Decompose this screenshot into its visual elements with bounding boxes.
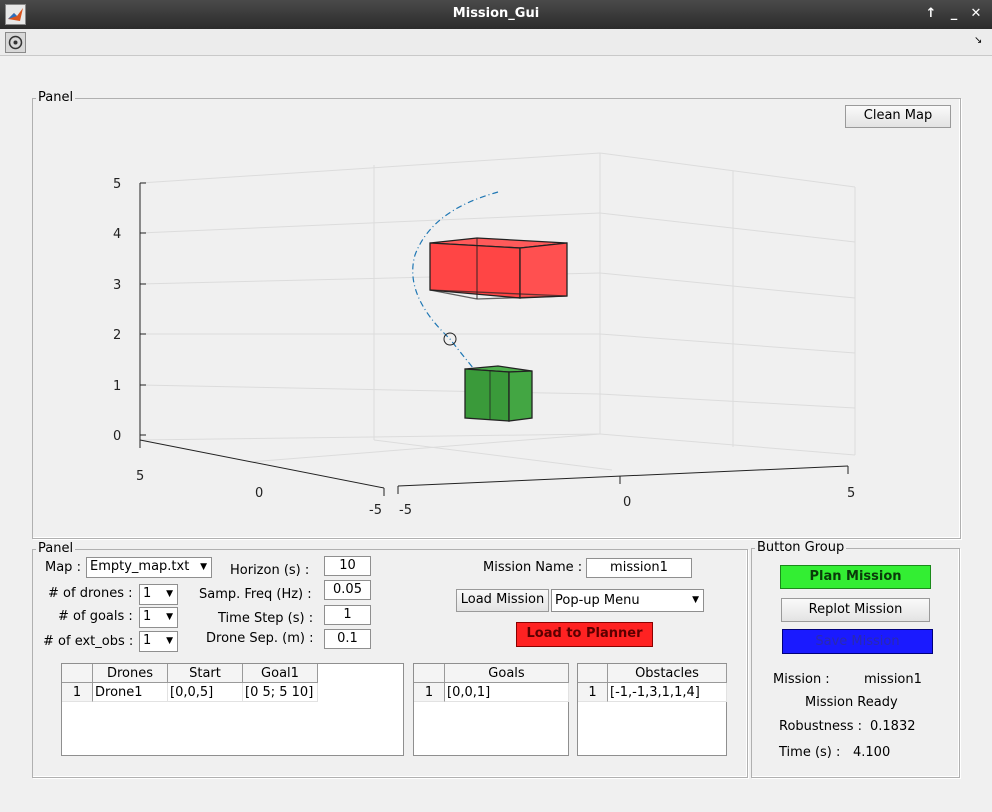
chevron-down-icon: ▼ bbox=[200, 562, 207, 572]
table-header[interactable]: Start bbox=[168, 664, 243, 683]
table-cell[interactable]: [0,0,1] bbox=[445, 683, 569, 702]
matlab-icon bbox=[5, 4, 26, 25]
x-axis bbox=[397, 465, 849, 487]
table-corner bbox=[62, 664, 93, 683]
load-mission-button[interactable]: Load Mission bbox=[456, 589, 549, 612]
table-cell[interactable]: [0 5; 5 10] bbox=[243, 683, 318, 702]
mission-3d-plot[interactable]: 5 4 3 2 1 0 5 0 -5 -5 0 5 bbox=[33, 130, 960, 530]
minimize-icon[interactable]: _ bbox=[950, 6, 958, 21]
table-header[interactable]: Drones bbox=[93, 664, 168, 683]
config-panel-title: Panel bbox=[36, 541, 76, 556]
map-label: Map : bbox=[45, 560, 81, 575]
mission-status: Mission Ready bbox=[805, 695, 898, 710]
table-cell[interactable]: Drone1 bbox=[93, 683, 168, 702]
table-cell[interactable]: [-1,-1,3,1,1,4] bbox=[608, 683, 727, 702]
rotate-3d-icon[interactable] bbox=[5, 32, 26, 53]
goals-table[interactable]: Goals 1 [0,0,1] bbox=[413, 663, 569, 756]
button-group-title: Button Group bbox=[755, 540, 847, 555]
mission-value: mission1 bbox=[864, 672, 922, 687]
row-index: 1 bbox=[578, 683, 608, 702]
time-label: Time (s) : bbox=[779, 745, 841, 760]
save-mission-button[interactable]: Save Mission bbox=[782, 629, 933, 654]
table-header[interactable]: Goal1 bbox=[243, 664, 318, 683]
window-title: Mission_Gui bbox=[452, 6, 540, 21]
axes-panel bbox=[32, 98, 961, 539]
z-tick-label: 2 bbox=[113, 328, 121, 343]
mission-label: Mission : bbox=[773, 672, 830, 687]
axes-panel-title: Panel bbox=[36, 90, 76, 105]
time-step-field[interactable]: 1 bbox=[324, 605, 371, 625]
table-corner bbox=[578, 664, 608, 683]
map-select[interactable]: Empty_map.txt ▼ bbox=[86, 557, 212, 578]
mission-name-field[interactable]: mission1 bbox=[586, 558, 692, 578]
z-tick-label: 5 bbox=[113, 177, 121, 192]
obs-count-value: 1 bbox=[143, 633, 152, 648]
chevron-down-icon: ▼ bbox=[166, 636, 173, 646]
obs-count-label: # of ext_obs : bbox=[43, 634, 134, 649]
toolbar-expand-icon[interactable]: ↘ bbox=[974, 35, 983, 46]
mission-popup-menu[interactable]: Pop-up Menu ▼ bbox=[551, 589, 704, 612]
mission-popup-value: Pop-up Menu bbox=[555, 593, 640, 608]
chevron-down-icon: ▼ bbox=[166, 589, 173, 599]
horizon-label: Horizon (s) : bbox=[230, 563, 310, 578]
z-tick-label: 3 bbox=[113, 278, 121, 293]
time-step-label: Time Step (s) : bbox=[218, 611, 314, 626]
horizon-field[interactable]: 10 bbox=[324, 556, 371, 576]
clean-map-button[interactable]: Clean Map bbox=[845, 105, 951, 128]
y-axis bbox=[139, 439, 385, 489]
obstacles-table[interactable]: Obstacles 1 [-1,-1,3,1,1,4] bbox=[577, 663, 727, 756]
freq-field[interactable]: 0.05 bbox=[324, 580, 371, 600]
table-header[interactable]: Goals bbox=[445, 664, 569, 683]
title-bar: Mission_Gui ↑ _ ✕ bbox=[0, 0, 992, 29]
y-tick-label: 0 bbox=[255, 486, 263, 501]
robustness-label: Robustness : bbox=[779, 719, 863, 734]
button-group-panel bbox=[751, 548, 960, 778]
drone-sep-field[interactable]: 0.1 bbox=[324, 629, 371, 649]
config-panel bbox=[32, 549, 748, 778]
axes-grid bbox=[139, 152, 856, 471]
drones-count-select[interactable]: 1 ▼ bbox=[139, 584, 178, 605]
x-tick-label: 5 bbox=[847, 486, 855, 501]
replot-mission-button[interactable]: Replot Mission bbox=[781, 598, 930, 622]
goals-count-select[interactable]: 1 ▼ bbox=[139, 607, 178, 628]
z-tick-label: 4 bbox=[113, 227, 121, 242]
goals-count-label: # of goals : bbox=[58, 609, 133, 624]
maximize-up-icon[interactable]: ↑ bbox=[925, 6, 937, 21]
row-index: 1 bbox=[414, 683, 445, 702]
drones-count-value: 1 bbox=[143, 586, 152, 601]
z-tick-label: 0 bbox=[113, 429, 121, 444]
figure-toolbar: ↘ bbox=[0, 29, 992, 56]
chevron-down-icon: ▼ bbox=[692, 595, 699, 605]
drone-marker bbox=[443, 332, 457, 346]
drones-table[interactable]: Drones Start Goal1 1 Drone1 [0,0,5] [0 5… bbox=[61, 663, 404, 756]
time-value: 4.100 bbox=[853, 745, 891, 760]
y-tick-label: -5 bbox=[369, 503, 382, 518]
plan-mission-button[interactable]: Plan Mission bbox=[780, 565, 931, 589]
robustness-value: 0.1832 bbox=[870, 719, 916, 734]
table-header[interactable]: Obstacles bbox=[608, 664, 727, 683]
table-cell[interactable]: [0,0,5] bbox=[168, 683, 243, 702]
z-tick-label: 1 bbox=[113, 379, 121, 394]
row-index: 1 bbox=[62, 683, 93, 702]
x-tick-label: -5 bbox=[399, 503, 412, 518]
drone-sep-label: Drone Sep. (m) : bbox=[206, 631, 314, 646]
mission-name-label: Mission Name : bbox=[483, 560, 583, 575]
obs-count-select[interactable]: 1 ▼ bbox=[139, 631, 178, 652]
goal-box bbox=[464, 365, 533, 422]
table-corner bbox=[414, 664, 445, 683]
x-tick-label: 0 bbox=[623, 495, 631, 510]
load-to-planner-button[interactable]: Load to Planner bbox=[516, 622, 653, 647]
drones-count-label: # of drones : bbox=[48, 586, 133, 601]
y-tick-label: 5 bbox=[136, 469, 144, 484]
freq-label: Samp. Freq (Hz) : bbox=[199, 587, 312, 602]
obstacle-box bbox=[429, 237, 568, 300]
map-select-value: Empty_map.txt bbox=[90, 559, 190, 574]
goals-count-value: 1 bbox=[143, 609, 152, 624]
chevron-down-icon: ▼ bbox=[166, 612, 173, 622]
close-icon[interactable]: ✕ bbox=[970, 6, 982, 21]
